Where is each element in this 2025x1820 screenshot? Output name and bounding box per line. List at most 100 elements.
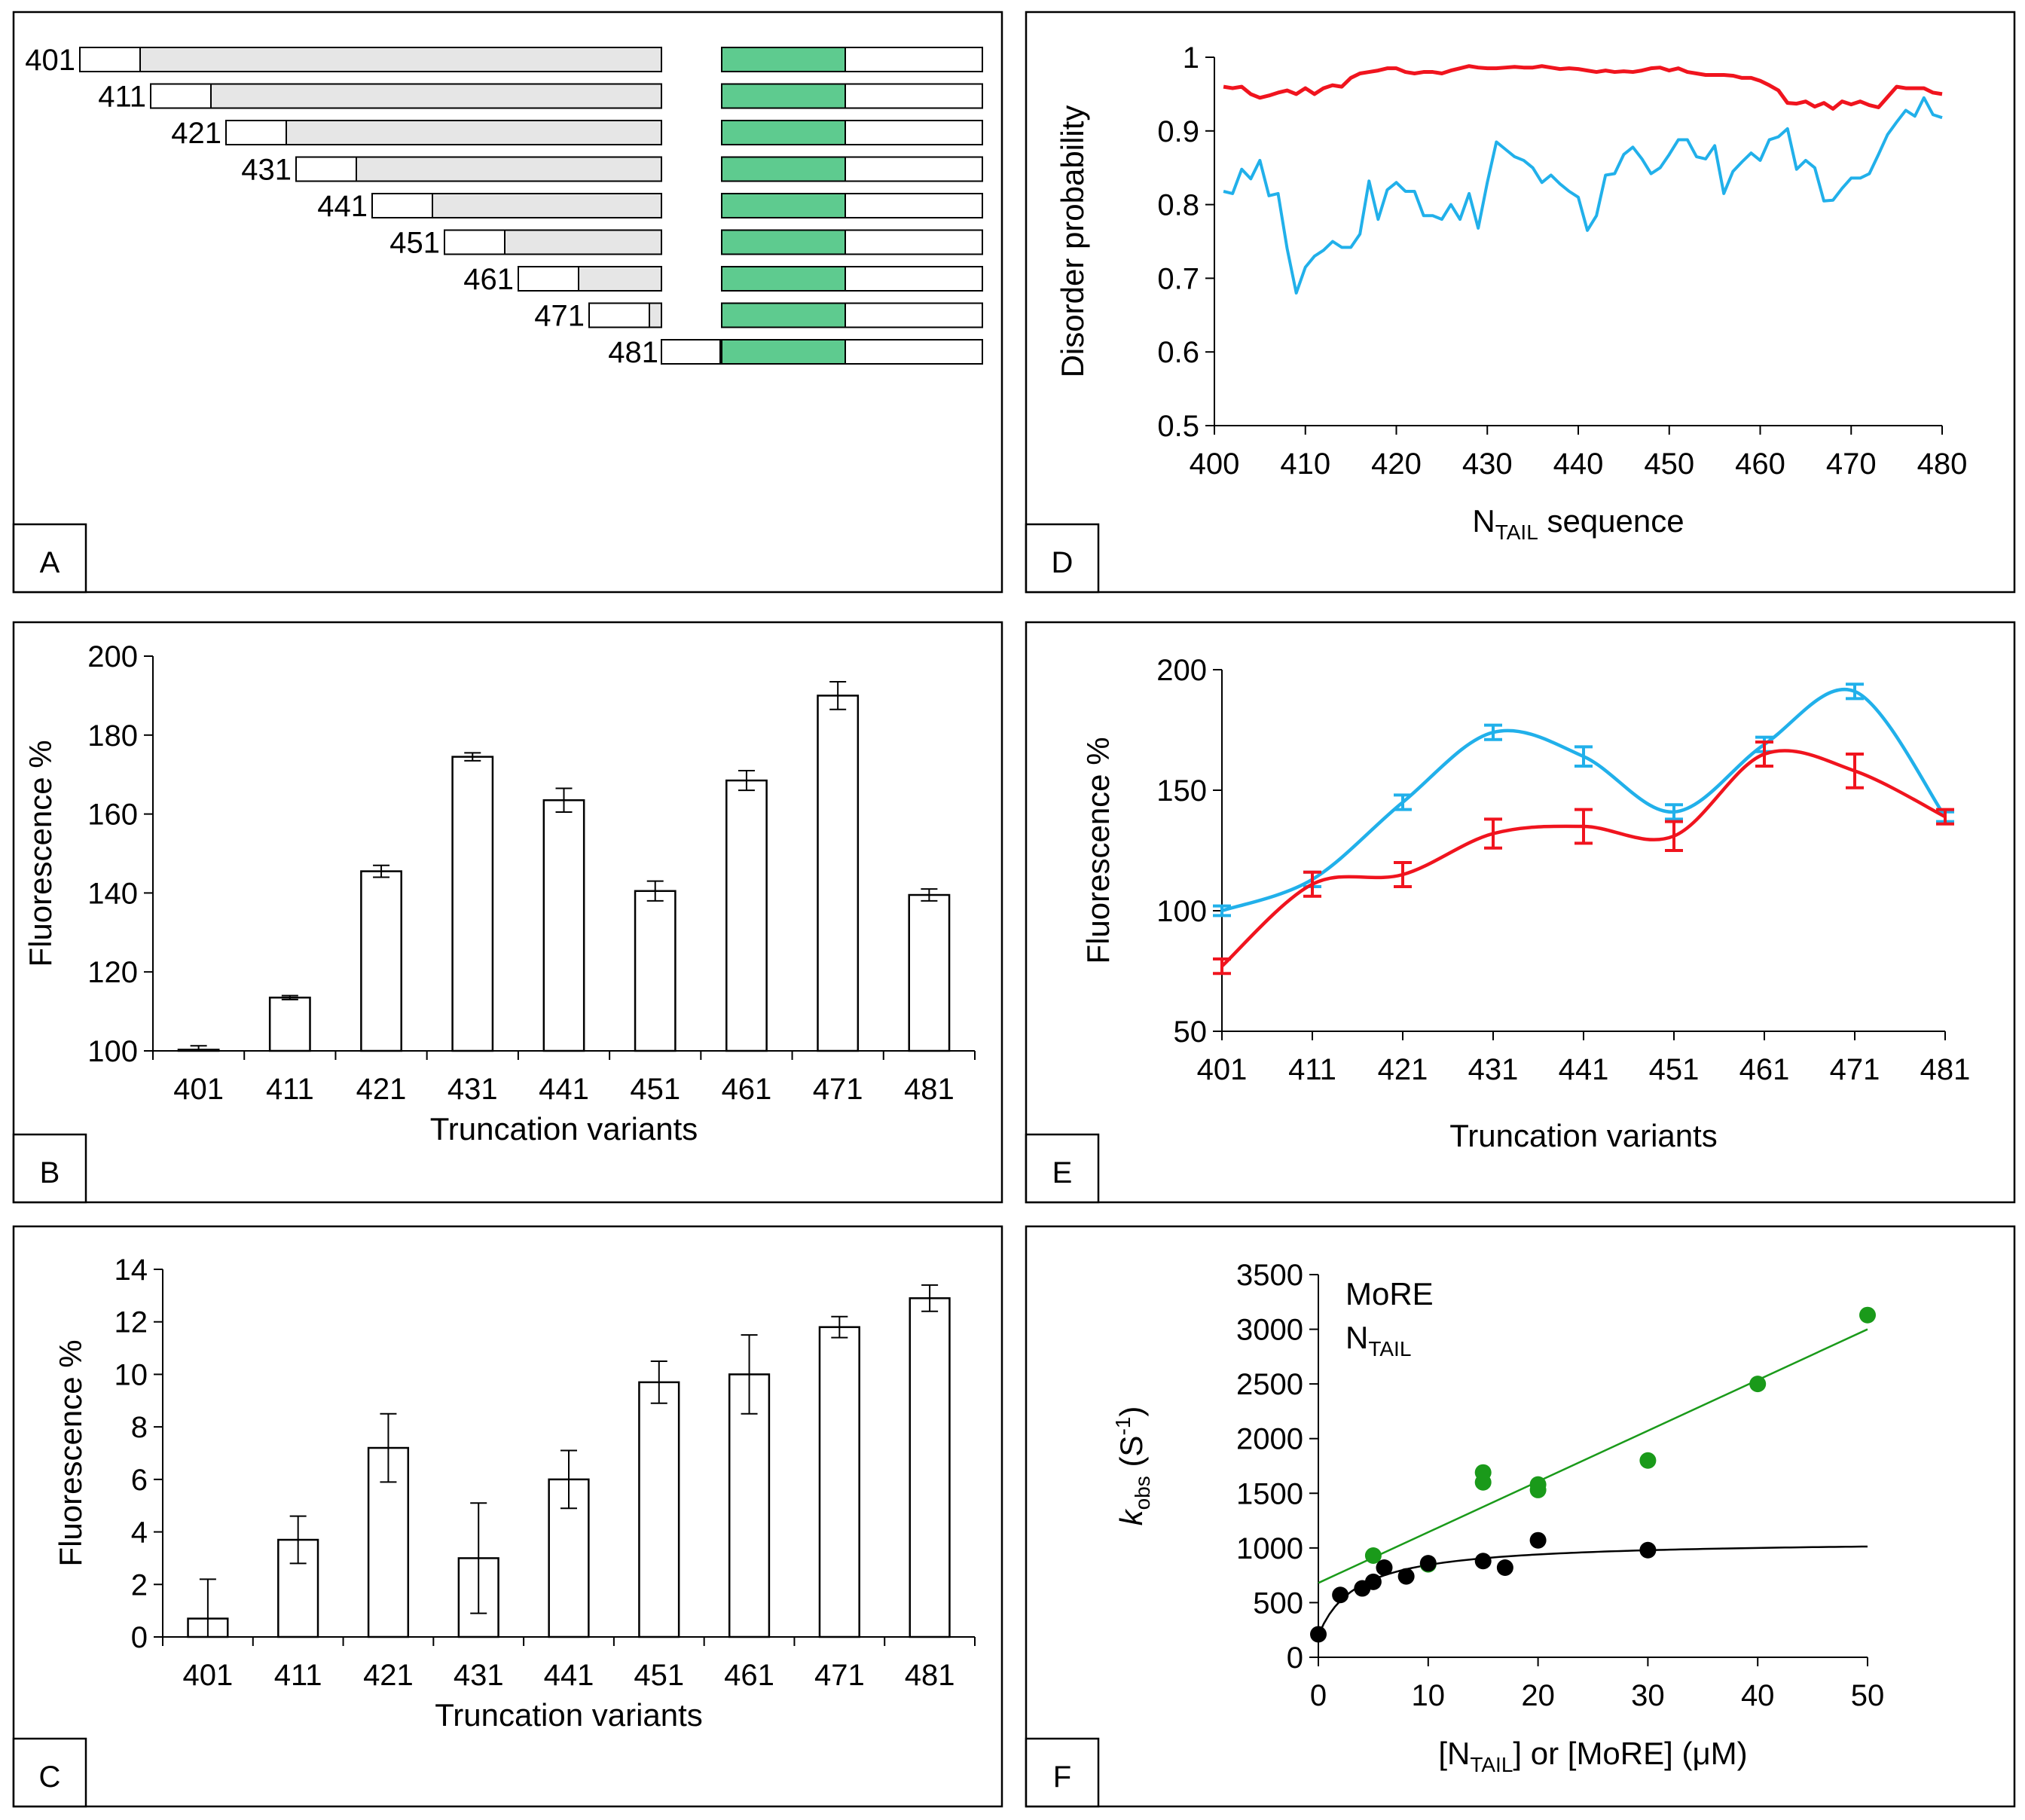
f-point-black [1474, 1553, 1492, 1570]
e-x-tick-label: 441 [1559, 1053, 1609, 1086]
f-y-tick-label: 500 [1253, 1586, 1303, 1620]
d-y-axis-title: Disorder probability [1055, 105, 1090, 378]
c-y-tick-label: 14 [115, 1254, 148, 1287]
svg-text:A: A [40, 546, 60, 579]
f-fit-black [1317, 1545, 1868, 1636]
construct-row: 441 [317, 190, 983, 223]
c-terminal-segment [845, 229, 983, 255]
c-x-tick-label: 461 [724, 1659, 774, 1692]
c-terminal-segment [845, 266, 983, 292]
b-x-axis-title: Truncation variants [430, 1111, 698, 1147]
b-bar [542, 799, 585, 1052]
f-point-green [1474, 1473, 1492, 1491]
svg-text:C: C [39, 1760, 61, 1794]
e-y-tick-label: 200 [1156, 654, 1207, 687]
f-point-green [1529, 1481, 1547, 1498]
construct-row: 461 [463, 263, 983, 296]
b-x-tick-label: 401 [173, 1073, 224, 1106]
e-series-blue-line [1221, 688, 1947, 913]
b-x-tick-label: 411 [266, 1073, 314, 1106]
c-x-axis-title: Truncation variants [435, 1697, 703, 1733]
f-y-axis-title: kobs (S-1) [1111, 1406, 1154, 1526]
e-x-tick-label: 421 [1378, 1053, 1428, 1086]
c-terminal-segment [845, 156, 983, 182]
d-x-tick-label: 450 [1644, 447, 1694, 481]
c-x-tick-label: 481 [905, 1659, 955, 1692]
d-y-tick-label: 0.7 [1157, 262, 1199, 295]
d-x-axis-title: NTAIL sequence [1472, 503, 1684, 544]
grey-segment [225, 120, 662, 145]
construct-label: 401 [25, 44, 75, 77]
more-segment [721, 156, 846, 182]
construct-label: 471 [534, 300, 585, 333]
construct-row: 471 [534, 300, 983, 333]
e-x-tick-label: 471 [1830, 1053, 1880, 1086]
grey-segment [150, 83, 662, 109]
f-point-black [1310, 1626, 1327, 1643]
b-y-tick-label: 160 [87, 799, 138, 832]
e-x-tick-label: 451 [1649, 1053, 1700, 1086]
e-x-tick-label: 481 [1920, 1053, 1971, 1086]
d-x-tick-label: 480 [1917, 447, 1968, 481]
construct-row: 481 [608, 336, 983, 369]
b-bar [817, 695, 860, 1052]
b-bar [268, 997, 311, 1052]
construct-label: 431 [241, 154, 292, 187]
b-x-tick-label: 471 [813, 1073, 863, 1106]
c-terminal-segment [845, 83, 983, 109]
c-bar [909, 1297, 951, 1638]
e-x-tick-label: 431 [1468, 1053, 1519, 1086]
f-point-green [1859, 1306, 1876, 1324]
construct-label: 421 [171, 117, 221, 150]
svg-text:D: D [1052, 546, 1074, 579]
more-segment [721, 302, 846, 328]
grey-segment [79, 47, 662, 72]
construct-row: 411 [98, 81, 983, 114]
d-x-tick-label: 420 [1371, 447, 1422, 481]
construct-label: 451 [389, 227, 440, 260]
d-x-tick-label: 430 [1462, 447, 1513, 481]
panel-c-bar-chart: 0 2 4 6 8 10 12 14 401 411 421 431 441 451 461 471 481 Tr… [53, 1254, 976, 1733]
c-x-tick-label: 471 [814, 1659, 865, 1692]
b-y-axis-title: Fluorescence % [23, 740, 58, 966]
f-point-green [1639, 1452, 1657, 1469]
c-y-tick-label: 0 [131, 1621, 148, 1654]
panel-label-b: B [12, 1133, 87, 1204]
c-x-tick-label: 431 [454, 1659, 504, 1692]
c-bar [638, 1381, 680, 1638]
f-x-tick-label: 0 [1310, 1679, 1327, 1712]
construct-row: 421 [171, 117, 983, 150]
b-x-tick-label: 431 [447, 1073, 498, 1106]
panel-label-a: A [12, 523, 87, 594]
linker-segment [518, 266, 579, 292]
c-bar [818, 1326, 860, 1638]
d-y-tick-label: 0.9 [1157, 115, 1199, 148]
f-point-black [1364, 1573, 1382, 1590]
c-terminal-segment [845, 120, 983, 145]
linker-segment [150, 83, 212, 109]
e-x-tick-label: 461 [1739, 1053, 1790, 1086]
linker-segment [444, 229, 505, 255]
linker-segment [79, 47, 141, 72]
b-y-tick-label: 120 [87, 956, 138, 989]
c-x-tick-label: 451 [634, 1659, 684, 1692]
e-y-tick-label: 150 [1156, 774, 1207, 808]
construct-row: 451 [389, 227, 983, 260]
c-y-tick-label: 8 [131, 1411, 148, 1444]
d-y-tick-label: 0.6 [1157, 336, 1199, 369]
more-segment [721, 193, 846, 218]
e-x-tick-label: 411 [1288, 1053, 1336, 1086]
b-bar [634, 890, 677, 1052]
f-legend-more: MoRE [1345, 1276, 1434, 1312]
b-y-tick-label: 180 [87, 719, 138, 753]
f-y-tick-label: 1000 [1236, 1532, 1303, 1565]
panel-label-c: C [12, 1737, 87, 1808]
b-y-tick-label: 140 [87, 877, 138, 910]
c-terminal-segment [845, 47, 983, 72]
b-x-tick-label: 481 [904, 1073, 954, 1106]
construct-label: 411 [98, 81, 146, 114]
c-x-tick-label: 441 [544, 1659, 594, 1692]
panel-f-frame [1025, 1225, 2016, 1808]
f-point-black [1376, 1559, 1393, 1576]
